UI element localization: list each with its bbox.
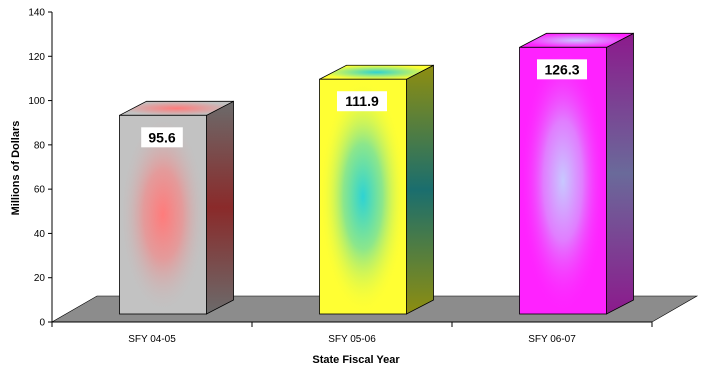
y-tick-label: 100 — [28, 96, 45, 107]
bar-side — [406, 64, 434, 315]
bar: 126.3 — [519, 32, 634, 315]
y-tick-label: 40 — [34, 229, 46, 240]
data-label: 95.6 — [148, 129, 175, 145]
y-axis-ticks: 0 20 40 60 80 100 120 140 — [28, 8, 52, 329]
x-axis-title: State Fiscal Year — [312, 354, 400, 366]
x-tick-label: SFY 06-07 — [528, 334, 576, 345]
x-tick-label: SFY 04-05 — [128, 334, 176, 345]
x-tick-label: SFY 05-06 — [328, 334, 376, 345]
y-tick-label: 60 — [34, 185, 46, 196]
data-label: 111.9 — [345, 93, 379, 109]
y-tick-label: 120 — [28, 52, 45, 63]
x-axis-ticks: SFY 04-05 SFY 05-06 SFY 06-07 — [51, 322, 653, 345]
bar-side — [606, 32, 634, 315]
bar-front-glow — [319, 79, 407, 314]
bar: 95.6 — [119, 100, 234, 315]
y-axis-title: Millions of Dollars — [10, 121, 22, 216]
data-label-box — [537, 59, 587, 80]
bar-front-glow — [519, 47, 607, 314]
data-label-box — [337, 91, 387, 112]
bar-series: 95.6 111.9 126.3 — [119, 32, 634, 315]
y-tick-label: 80 — [34, 140, 46, 151]
data-label: 126.3 — [544, 61, 579, 77]
bar-side — [206, 100, 234, 315]
y-tick-label: 0 — [39, 318, 45, 329]
bar-front-glow — [119, 115, 207, 314]
data-label-box — [141, 127, 183, 148]
bar: 111.9 — [319, 64, 434, 315]
y-tick-label: 140 — [28, 8, 45, 19]
y-tick-label: 20 — [34, 273, 46, 284]
